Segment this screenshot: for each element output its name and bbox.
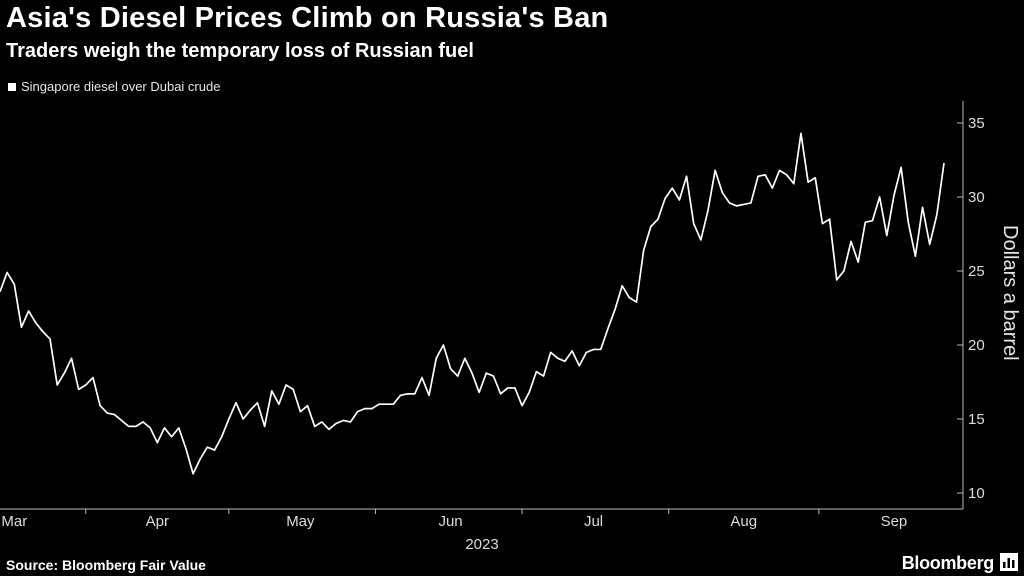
x-tick-label: Sep: [881, 513, 908, 530]
series-line-singapore-diesel: [0, 132, 945, 475]
y-tick-label: 20: [968, 337, 985, 354]
y-tick-label: 15: [968, 411, 985, 428]
y-tick-label: 30: [968, 189, 985, 206]
x-tick-label: Jun: [438, 513, 462, 530]
legend: Singapore diesel over Dubai crude: [8, 79, 220, 94]
x-year-label: 2023: [465, 536, 498, 553]
x-tick-label: Aug: [730, 513, 757, 530]
chart-title: Asia's Diesel Prices Climb on Russia's B…: [6, 2, 609, 34]
chart-subtitle: Traders weigh the temporary loss of Russ…: [6, 40, 474, 62]
x-tick-label: May: [286, 513, 315, 530]
y-tick-label: 35: [968, 115, 985, 132]
x-tick-label: Mar: [1, 513, 27, 530]
y-tick-label: 10: [968, 485, 985, 502]
y-tick-label: 25: [968, 263, 985, 280]
bloomberg-logo-icon: [1000, 553, 1018, 571]
x-tick-label: Jul: [584, 513, 603, 530]
brand-logo-text: Bloomberg: [901, 553, 995, 573]
legend-swatch: [8, 82, 16, 91]
y-axis-label: Dollars a barrel: [999, 225, 1021, 361]
x-tick-label: Apr: [146, 513, 169, 530]
legend-label: Singapore diesel over Dubai crude: [21, 79, 221, 94]
source-note: Source: Bloomberg Fair Value: [6, 557, 206, 573]
